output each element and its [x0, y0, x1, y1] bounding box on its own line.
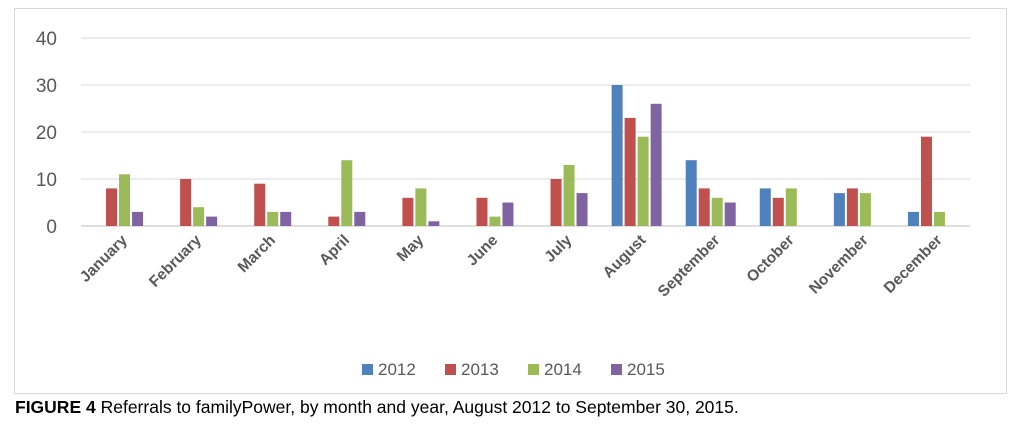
legend-swatch-2012 — [362, 364, 373, 375]
bar-2015-september — [724, 202, 736, 226]
bar-chart: 0 10 20 30 40 January February March April May Jun… — [36, 29, 970, 379]
y-tick-label: 10 — [36, 170, 57, 191]
bar-2015-june — [502, 202, 514, 226]
bar-2014-october — [785, 188, 797, 226]
figure-caption: FIGURE 4 Referrals to familyPower, by mo… — [15, 397, 1020, 418]
x-tick-label: May — [394, 232, 428, 266]
x-tick-label: April — [316, 232, 353, 269]
legend-swatch-2013 — [445, 364, 456, 375]
bar-2014-january — [119, 174, 131, 226]
legend-label: 2014 — [544, 360, 582, 379]
bar-2014-june — [489, 216, 501, 226]
bar-2012-october — [759, 188, 771, 226]
bar-2013-november — [846, 188, 858, 226]
bar-2015-may — [428, 221, 440, 226]
x-tick-label: August — [600, 232, 650, 282]
legend-swatch-2015 — [611, 364, 622, 375]
bar-2013-april — [328, 216, 340, 226]
bar-2013-october — [772, 197, 784, 226]
bar-2014-february — [193, 207, 205, 226]
bar-2015-july — [576, 193, 588, 226]
bar-2014-august — [637, 136, 649, 226]
bar-2015-march — [280, 211, 292, 226]
bar-2014-november — [859, 193, 871, 226]
x-tick-label: June — [464, 232, 502, 270]
legend-label: 2013 — [461, 360, 499, 379]
bar-2013-february — [180, 179, 192, 226]
bar-2013-july — [550, 179, 562, 226]
bar-2013-august — [624, 117, 636, 226]
bar-2015-february — [206, 216, 218, 226]
y-tick-label: 40 — [36, 29, 57, 50]
bar-2014-december — [933, 211, 945, 226]
y-tick-label: 0 — [46, 217, 57, 238]
x-tick-label: November — [806, 232, 872, 298]
bar-2013-june — [476, 197, 488, 226]
x-tick-label: January — [77, 232, 131, 286]
x-tick-label: March — [235, 232, 279, 276]
x-tick-label: February — [146, 232, 205, 291]
bar-2013-may — [402, 197, 414, 226]
bar-2014-july — [563, 164, 575, 226]
figure-label: FIGURE 4 — [15, 397, 96, 417]
bar-2013-december — [920, 136, 932, 226]
bar-2013-march — [254, 183, 266, 226]
bar-2015-august — [650, 103, 662, 226]
bar-2012-november — [833, 193, 845, 226]
legend-swatch-2014 — [528, 364, 539, 375]
figure-caption-text: Referrals to familyPower, by month and y… — [100, 397, 739, 417]
bar-2014-march — [267, 211, 279, 226]
bar-2013-september — [698, 188, 710, 226]
bar-2014-september — [711, 197, 723, 226]
bar-2012-september — [685, 160, 697, 226]
legend-label: 2015 — [627, 360, 665, 379]
bar-2015-january — [132, 211, 144, 226]
chart-frame: 0 10 20 30 40 January February March April May Jun… — [14, 8, 1007, 394]
bar-2013-january — [106, 188, 118, 226]
x-tick-label: September — [655, 232, 724, 301]
legend-label: 2012 — [378, 360, 416, 379]
bar-2015-april — [354, 211, 366, 226]
bar-2012-august — [611, 85, 623, 226]
x-tick-label: October — [744, 232, 798, 286]
bar-2014-april — [341, 160, 353, 226]
y-tick-label: 20 — [36, 123, 57, 144]
x-tick-label: December — [881, 232, 946, 297]
x-tick-label: July — [541, 232, 575, 266]
y-tick-label: 30 — [36, 76, 57, 97]
bar-2012-december — [907, 211, 919, 226]
bar-2014-may — [415, 188, 427, 226]
